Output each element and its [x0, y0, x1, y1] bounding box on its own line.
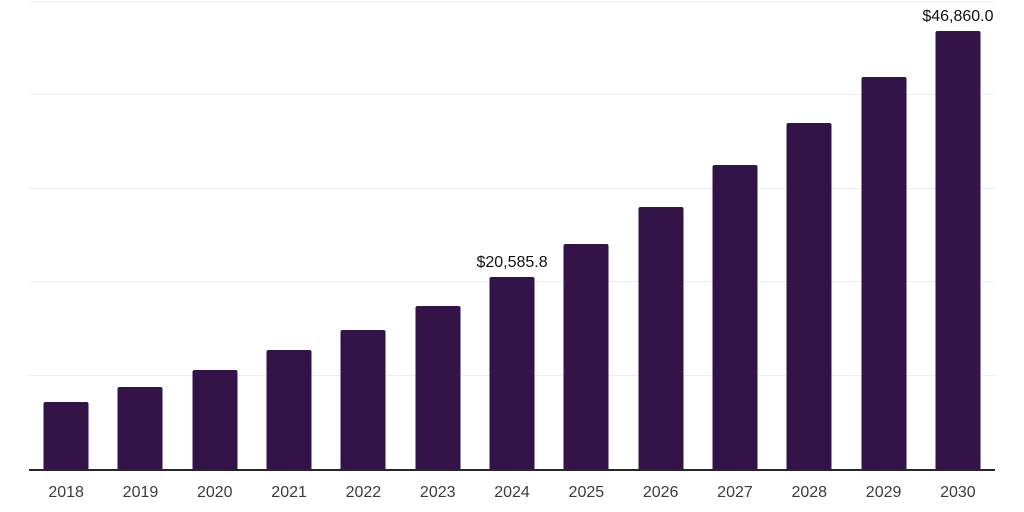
bar-slot — [326, 2, 400, 469]
bar-slot — [772, 2, 846, 469]
gridline — [29, 1, 995, 2]
x-tick-2026: 2026 — [642, 484, 679, 501]
x-tick-2019: 2019 — [122, 484, 159, 501]
gridline — [29, 187, 995, 189]
bar-2018 — [43, 402, 89, 469]
x-tick-2029: 2029 — [865, 484, 902, 501]
x-tick-2027: 2027 — [717, 484, 753, 501]
gridline — [29, 94, 995, 96]
bars: $20,585.8 $46,860.0 — [29, 2, 995, 469]
bar-slot — [103, 2, 177, 469]
x-tick-2025: 2025 — [568, 484, 605, 501]
bar-2026 — [638, 206, 684, 469]
x-axis-labels: 2018 2019 2020 2021 2022 2023 2024 2025 2026 2027… — [29, 483, 995, 502]
bar-2021 — [266, 350, 312, 469]
bar-2024 — [489, 276, 535, 469]
bar-2028 — [786, 122, 832, 469]
x-tick-2020: 2020 — [196, 484, 233, 501]
bar-2030 — [935, 31, 981, 469]
x-tick-2024: 2024 — [494, 484, 530, 501]
bar-slot — [846, 2, 920, 469]
bar-2025 — [563, 243, 609, 469]
bar-2022 — [340, 329, 386, 469]
x-tick-2022: 2022 — [345, 484, 382, 501]
bar-slot — [698, 2, 772, 469]
bar-2020 — [192, 370, 238, 469]
bar-2023 — [415, 306, 461, 469]
data-label-2024: $20,585.8 — [476, 253, 548, 271]
data-label-2030: $46,860.0 — [922, 8, 994, 26]
bar-slot — [178, 2, 252, 469]
plot-area: $20,585.8 $46,860.0 — [29, 1, 995, 469]
bar-2019 — [117, 387, 163, 469]
bar-slot: $20,585.8 — [475, 2, 549, 469]
bar-slot — [252, 2, 326, 469]
bar-slot — [401, 2, 475, 469]
x-tick-2018: 2018 — [48, 484, 84, 501]
bar-2027 — [712, 165, 758, 469]
bar-slot: $46,860.0 — [921, 2, 995, 469]
x-axis-line — [29, 469, 995, 471]
bar-slot — [624, 2, 698, 469]
x-tick-2021: 2021 — [271, 484, 307, 501]
x-tick-2028: 2028 — [791, 484, 828, 501]
bar-slot — [29, 2, 103, 469]
x-tick-2023: 2023 — [419, 484, 456, 501]
bar-slot — [549, 2, 623, 469]
bar-2029 — [861, 76, 907, 469]
x-tick-2030: 2030 — [940, 484, 976, 501]
